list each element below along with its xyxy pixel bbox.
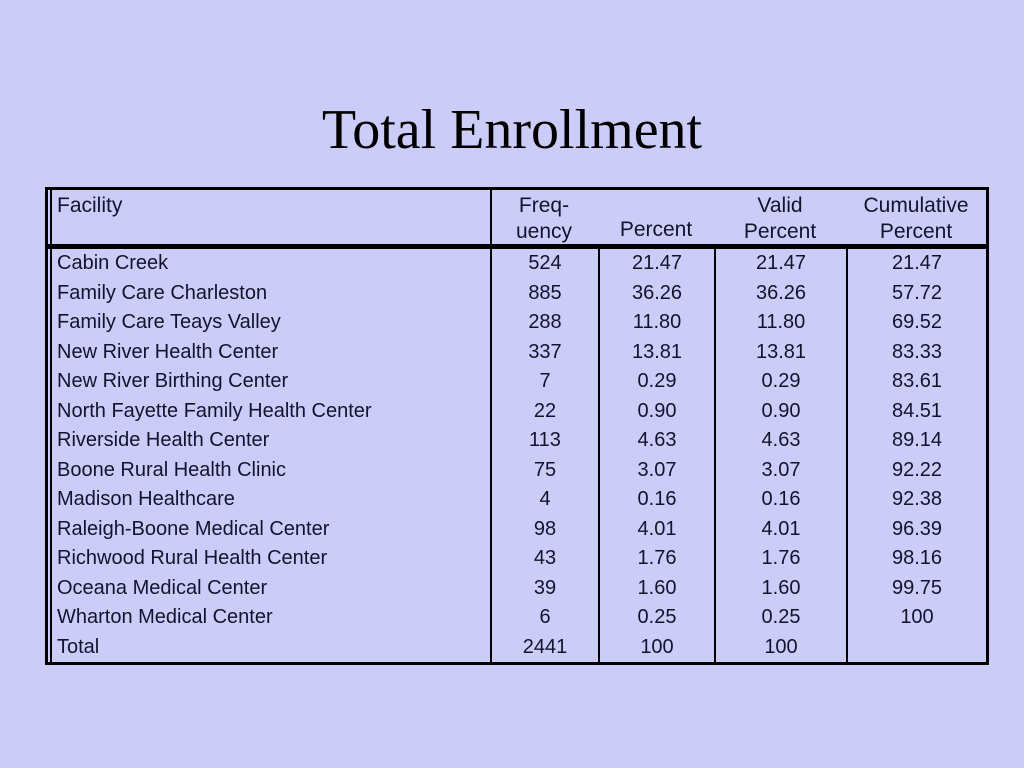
valid-percent-cell: 21.47	[755, 252, 807, 275]
facility-cell: Boone Rural Health Clinic	[57, 458, 287, 481]
cumulative-percent-cell: 83.33	[891, 340, 943, 363]
frequency-cell: 39	[533, 576, 557, 599]
valid-percent-cell: 36.26	[755, 281, 807, 304]
percent-cell: 36.26	[631, 281, 683, 304]
header-percent: Percent	[598, 190, 714, 245]
cumulative-percent-cell: 21.47	[891, 252, 943, 275]
valid-percent-cell: 100	[764, 635, 798, 658]
facility-cell: New River Health Center	[57, 340, 279, 363]
percent-cell: 4.63	[637, 429, 677, 452]
facility-cell: New River Birthing Center	[57, 370, 289, 393]
frequency-cell: 4	[539, 488, 551, 511]
valid-percent-cell: 3.07	[761, 458, 801, 481]
percent-cell: 1.76	[637, 547, 677, 570]
frequency-cell: 6	[539, 606, 551, 629]
frequency-cell: 98	[533, 517, 557, 540]
facility-cell: Wharton Medical Center	[57, 606, 273, 629]
percent-cell: 0.25	[637, 606, 677, 629]
header-frequency-line2: uency	[515, 220, 573, 243]
percent-cell: 21.47	[631, 252, 683, 275]
cumulative-percent-cell: 92.38	[891, 488, 943, 511]
header-frequency: Freq- uency	[490, 190, 598, 245]
percent-cell: 0.16	[637, 488, 677, 511]
facility-cell: North Fayette Family Health Center	[57, 399, 372, 422]
frequency-cell: 43	[533, 547, 557, 570]
frequency-cell: 75	[533, 458, 557, 481]
facility-cell: Madison Healthcare	[57, 488, 235, 511]
header-cumulative-percent: Cumulative Percent	[846, 190, 986, 245]
cumulative-percent-cell	[848, 633, 986, 663]
valid-percent-cell: 1.60	[761, 576, 801, 599]
frequency-cell: 288	[528, 311, 562, 334]
cumulative-percent-cell: 57.72	[891, 281, 943, 304]
valid-percent-cell: 13.81	[755, 340, 807, 363]
valid-percent-cell: 11.80	[756, 311, 806, 334]
valid-percent-cell: 4.63	[761, 429, 801, 452]
frequency-cell: 337	[528, 340, 562, 363]
cumulative-percent-cell: 69.52	[891, 311, 943, 334]
frequency-cell: 22	[533, 399, 557, 422]
cumulative-percent-cell: 84.51	[891, 399, 943, 422]
percent-cell: 0.29	[637, 370, 677, 393]
header-frequency-line1: Freq-	[518, 194, 570, 217]
percent-cell: 3.07	[637, 458, 677, 481]
facility-column: Cabin Creek Family Care Charleston Family …	[48, 249, 490, 662]
table-left-double-border	[50, 190, 52, 662]
cumulative-percent-cell: 100	[900, 606, 934, 629]
frequency-cell: 2441	[522, 635, 568, 658]
page-title: Total Enrollment	[321, 99, 703, 161]
header-cumulative-line1: Cumulative	[863, 194, 969, 217]
valid-percent-cell: 0.90	[761, 399, 801, 422]
percent-cell: 4.01	[637, 517, 677, 540]
cumulative-percent-cell: 99.75	[891, 576, 943, 599]
frequency-cell: 885	[528, 281, 562, 304]
cumulative-percent-cell: 89.14	[891, 429, 943, 452]
header-facility-label: Facility	[57, 194, 123, 217]
valid-percent-cell: 4.01	[761, 517, 801, 540]
frequency-cell: 524	[528, 252, 562, 275]
header-facility: Facility	[48, 190, 490, 245]
facility-cell: Total	[57, 635, 100, 658]
percent-cell: 13.81	[631, 340, 683, 363]
cumulative-percent-cell: 92.22	[891, 458, 943, 481]
header-cumulative-line2: Percent	[879, 220, 953, 243]
valid-percent-cell: 0.16	[761, 488, 801, 511]
valid-percent-column: 21.47 36.26 11.80 13.81 0.29 0.90 4.63 3.07 0.16…	[714, 249, 846, 662]
facility-cell: Raleigh-Boone Medical Center	[57, 517, 330, 540]
table-header-row: Facility Freq- uency Percent Valid Perce…	[48, 190, 986, 249]
table-body: Cabin Creek Family Care Charleston Family …	[48, 249, 986, 662]
facility-cell: Oceana Medical Center	[57, 576, 268, 599]
facility-cell: Cabin Creek	[57, 252, 169, 275]
valid-percent-cell: 0.25	[761, 606, 801, 629]
header-valid-line2: Percent	[743, 220, 817, 243]
frequency-cell: 113	[529, 429, 561, 452]
header-valid-percent: Valid Percent	[714, 190, 846, 245]
percent-cell: 11.80	[632, 311, 682, 334]
cumulative-percent-column: 21.47 57.72 69.52 83.33 83.61 84.51 89.14 92.22…	[846, 249, 986, 662]
percent-cell: 0.90	[637, 399, 677, 422]
frequency-column: 524 885 288 337 7 22 113 75 4 98 43 39 6 2441	[490, 249, 598, 662]
header-facility-divider	[490, 190, 492, 244]
valid-percent-cell: 1.76	[761, 547, 801, 570]
facility-cell: Family Care Charleston	[57, 281, 268, 304]
facility-cell: Riverside Health Center	[57, 429, 270, 452]
cumulative-percent-cell: 83.61	[891, 370, 943, 393]
enrollment-table: Facility Freq- uency Percent Valid Perce…	[45, 187, 989, 665]
frequency-cell: 7	[539, 370, 551, 393]
valid-percent-cell: 0.29	[761, 370, 801, 393]
percent-cell: 100	[640, 635, 674, 658]
cumulative-percent-cell: 96.39	[891, 517, 943, 540]
facility-cell: Family Care Teays Valley	[57, 311, 281, 334]
cumulative-percent-cell: 98.16	[891, 547, 943, 570]
percent-column: 21.47 36.26 11.80 13.81 0.29 0.90 4.63 3.07 0.16…	[598, 249, 714, 662]
header-valid-line1: Valid	[757, 194, 803, 217]
facility-cell: Richwood Rural Health Center	[57, 547, 328, 570]
percent-cell: 1.60	[637, 576, 677, 599]
header-percent-label: Percent	[619, 218, 693, 241]
